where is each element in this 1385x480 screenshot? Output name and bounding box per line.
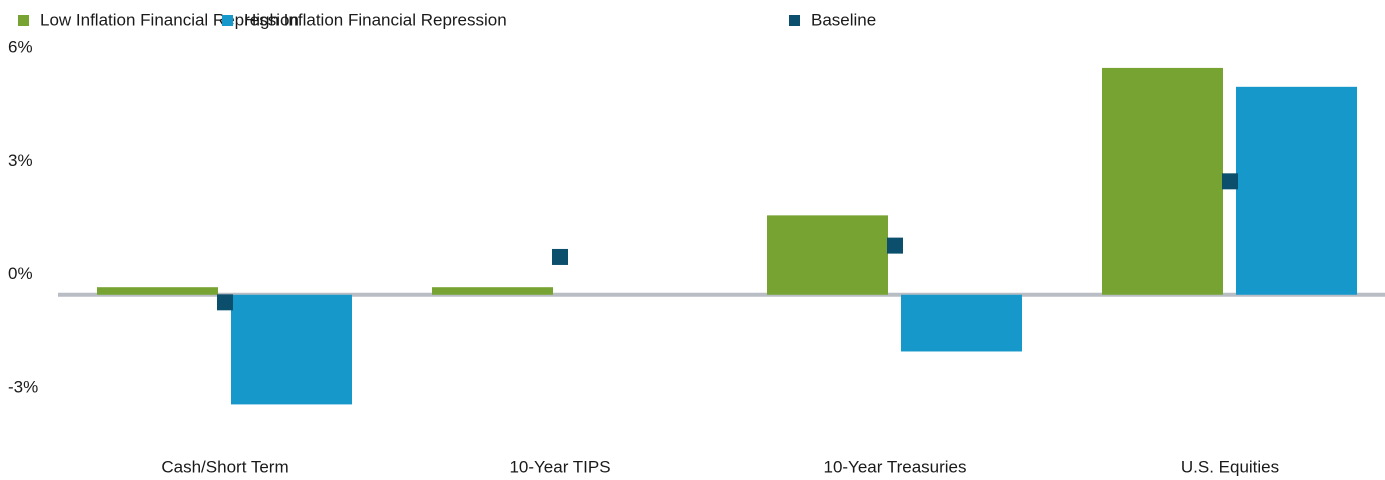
legend-swatch (222, 15, 233, 26)
bar (1102, 67, 1223, 295)
bar (97, 287, 218, 295)
baseline-marker (887, 237, 903, 254)
legend-label: High Inflation Financial Repression (244, 10, 507, 29)
bar (767, 215, 888, 295)
y-tick-label: -3% (8, 378, 38, 397)
y-tick-label: 0% (8, 264, 33, 283)
y-tick-label: 6% (8, 37, 33, 56)
legend-label: Low Inflation Financial Repression (40, 10, 299, 29)
bar (1236, 86, 1357, 295)
x-tick-label: U.S. Equities (1181, 457, 1279, 476)
legend-swatch (789, 15, 800, 26)
baseline-marker (552, 248, 568, 265)
baseline-marker (1222, 173, 1238, 190)
x-tick-label: 10-Year Treasuries (823, 457, 966, 476)
bar (231, 294, 352, 405)
bar (901, 294, 1022, 352)
legend-label: Baseline (811, 10, 876, 29)
bar (432, 287, 553, 295)
x-tick-label: 10-Year TIPS (509, 457, 610, 476)
legend-swatch (18, 15, 29, 26)
x-tick-label: Cash/Short Term (161, 457, 288, 476)
baseline-marker (217, 294, 233, 311)
y-tick-label: 3% (8, 151, 33, 170)
